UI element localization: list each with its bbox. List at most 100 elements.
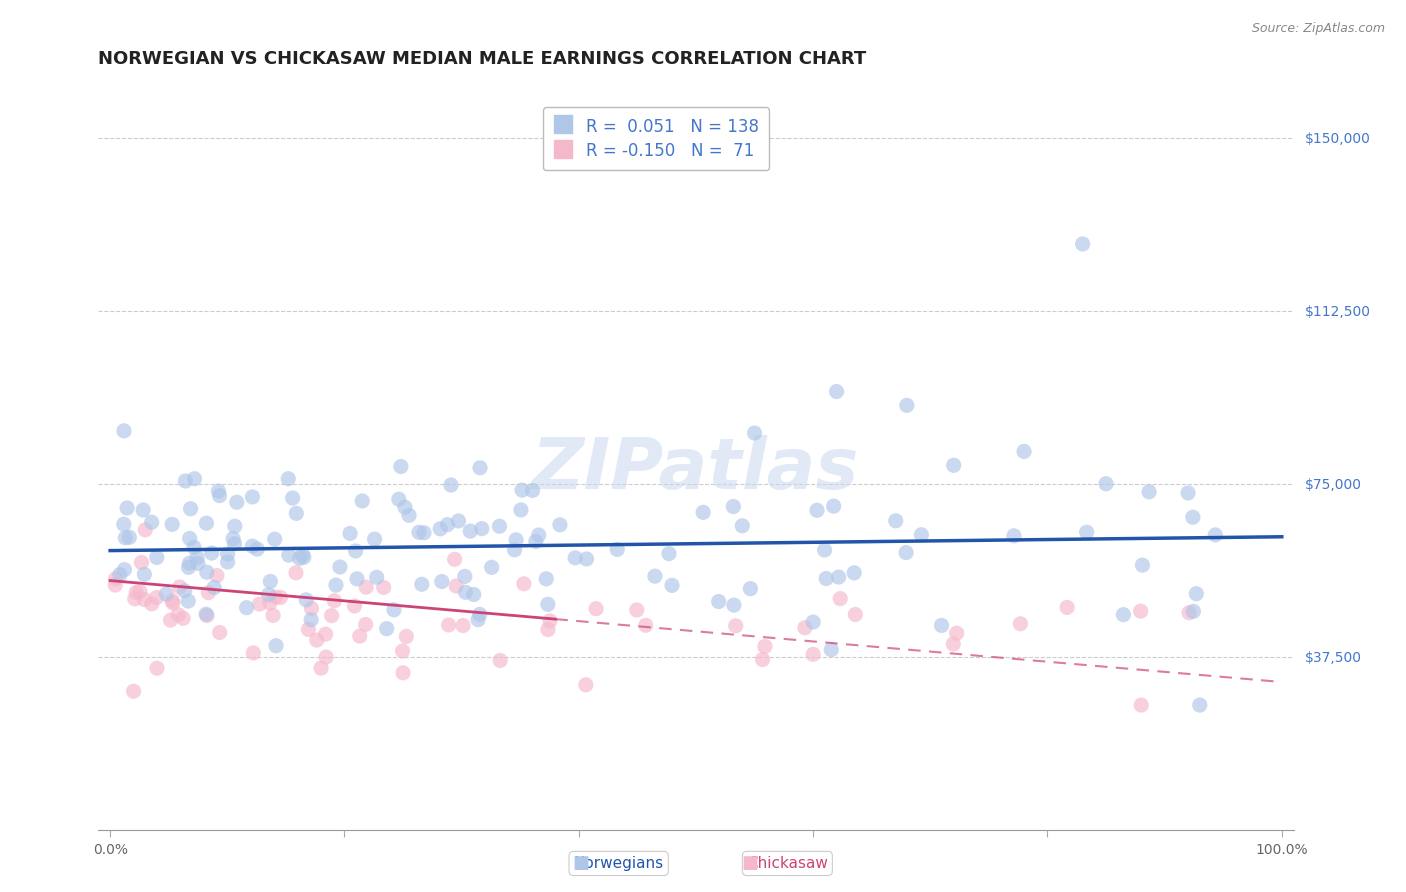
Point bbox=[155, 587, 177, 601]
Point bbox=[1182, 604, 1205, 618]
Point bbox=[575, 678, 598, 692]
Point bbox=[830, 591, 852, 606]
Point bbox=[634, 618, 657, 632]
Point bbox=[429, 522, 451, 536]
Point bbox=[527, 528, 550, 542]
Point bbox=[436, 517, 458, 532]
Point bbox=[108, 567, 131, 582]
Point bbox=[114, 531, 136, 545]
Point bbox=[115, 500, 138, 515]
Point bbox=[538, 614, 561, 628]
Point bbox=[299, 613, 322, 627]
Point bbox=[292, 550, 315, 565]
Text: ■: ■ bbox=[572, 855, 589, 872]
Point bbox=[471, 522, 494, 536]
Point bbox=[564, 550, 586, 565]
Point bbox=[259, 574, 281, 589]
Point bbox=[389, 459, 412, 474]
Point bbox=[394, 500, 416, 515]
Point bbox=[723, 598, 745, 612]
Point bbox=[114, 563, 136, 577]
Point bbox=[1112, 607, 1135, 622]
Point bbox=[146, 550, 169, 565]
Point bbox=[315, 627, 337, 641]
Point bbox=[249, 597, 271, 611]
Point bbox=[235, 600, 257, 615]
Point bbox=[505, 533, 527, 547]
Point bbox=[146, 661, 169, 675]
Point bbox=[242, 539, 264, 553]
Point bbox=[264, 639, 287, 653]
Point bbox=[124, 591, 146, 606]
Point bbox=[1130, 698, 1153, 712]
Point bbox=[1137, 484, 1160, 499]
Point bbox=[548, 517, 571, 532]
Point bbox=[392, 665, 415, 680]
Point bbox=[408, 525, 430, 540]
Point bbox=[1076, 525, 1098, 540]
Point bbox=[754, 640, 776, 654]
Point bbox=[262, 608, 284, 623]
Point bbox=[896, 398, 918, 412]
Point bbox=[354, 617, 377, 632]
Point bbox=[454, 585, 477, 599]
Point bbox=[134, 523, 156, 537]
Point bbox=[295, 592, 318, 607]
Point bbox=[179, 532, 201, 546]
Point bbox=[222, 532, 245, 546]
Point bbox=[122, 684, 145, 698]
Point bbox=[177, 560, 200, 574]
Point bbox=[454, 569, 477, 583]
Point bbox=[692, 505, 714, 519]
Point bbox=[801, 648, 824, 662]
Point bbox=[325, 578, 347, 592]
Point bbox=[945, 626, 967, 640]
Text: NORWEGIAN VS CHICKASAW MEDIAN MALE EARNINGS CORRELATION CHART: NORWEGIAN VS CHICKASAW MEDIAN MALE EARNI… bbox=[98, 50, 866, 68]
Point bbox=[118, 530, 141, 544]
Point bbox=[159, 613, 181, 627]
Point bbox=[363, 532, 385, 546]
Point bbox=[430, 574, 453, 589]
Point bbox=[398, 508, 420, 523]
Point bbox=[263, 532, 285, 546]
Point bbox=[1095, 476, 1118, 491]
Point bbox=[585, 601, 607, 615]
Text: ZIPatlas: ZIPatlas bbox=[533, 435, 859, 504]
Point bbox=[658, 547, 681, 561]
Point bbox=[489, 653, 512, 667]
Point bbox=[134, 567, 156, 582]
Point bbox=[269, 591, 291, 605]
Point bbox=[344, 544, 367, 558]
Point bbox=[343, 599, 366, 613]
Point bbox=[884, 514, 907, 528]
Point bbox=[112, 424, 135, 438]
Point bbox=[162, 596, 184, 610]
Point bbox=[366, 570, 388, 584]
Point bbox=[751, 652, 773, 666]
Point bbox=[468, 607, 491, 622]
Point bbox=[349, 629, 371, 643]
Point bbox=[458, 524, 481, 538]
Point bbox=[246, 542, 269, 557]
Point bbox=[522, 483, 544, 498]
Point bbox=[104, 572, 127, 586]
Point bbox=[575, 552, 598, 566]
Point bbox=[195, 607, 218, 622]
Point bbox=[942, 458, 965, 473]
Point bbox=[167, 607, 190, 622]
Point bbox=[1056, 600, 1078, 615]
Point bbox=[443, 552, 465, 566]
Point bbox=[179, 556, 201, 570]
Point bbox=[145, 591, 167, 605]
Point bbox=[205, 568, 228, 582]
Point bbox=[259, 596, 281, 610]
Point bbox=[844, 607, 866, 622]
Point bbox=[1010, 616, 1032, 631]
Point bbox=[1071, 237, 1094, 252]
Point bbox=[468, 460, 491, 475]
Point bbox=[537, 623, 560, 637]
Point bbox=[1204, 528, 1226, 542]
Point bbox=[942, 637, 965, 651]
Point bbox=[141, 515, 163, 529]
Point bbox=[437, 618, 460, 632]
